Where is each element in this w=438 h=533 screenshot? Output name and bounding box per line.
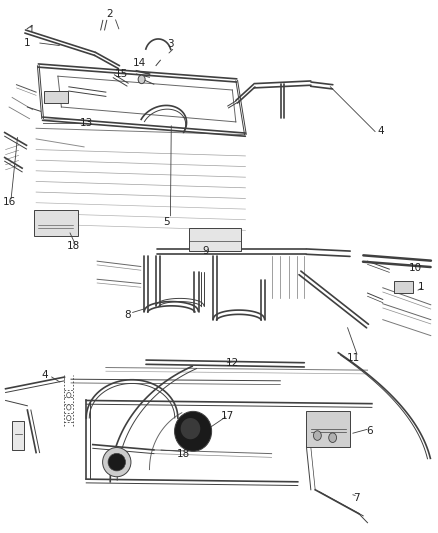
Ellipse shape bbox=[108, 454, 126, 471]
Text: 18: 18 bbox=[177, 449, 190, 458]
Text: 7: 7 bbox=[353, 492, 360, 503]
Text: 1: 1 bbox=[24, 38, 31, 47]
Text: 8: 8 bbox=[124, 310, 131, 320]
Circle shape bbox=[138, 75, 145, 84]
Text: 9: 9 bbox=[202, 246, 208, 255]
Text: 12: 12 bbox=[226, 358, 239, 368]
Ellipse shape bbox=[175, 411, 212, 451]
Bar bbox=[1, 1, 307, 256]
Text: 10: 10 bbox=[409, 263, 422, 272]
Bar bbox=[12, 421, 25, 450]
Text: 16: 16 bbox=[3, 197, 16, 207]
Text: 4: 4 bbox=[42, 370, 48, 381]
Bar bbox=[307, 411, 350, 447]
Text: 4: 4 bbox=[377, 126, 384, 136]
Circle shape bbox=[67, 405, 71, 410]
Text: 15: 15 bbox=[114, 69, 128, 79]
Ellipse shape bbox=[180, 418, 200, 439]
Ellipse shape bbox=[102, 448, 131, 477]
Circle shape bbox=[67, 415, 71, 421]
Bar bbox=[44, 91, 68, 103]
Bar bbox=[1, 370, 437, 530]
Bar bbox=[189, 228, 241, 251]
Circle shape bbox=[328, 433, 336, 442]
Text: 3: 3 bbox=[167, 39, 174, 49]
Bar bbox=[97, 248, 437, 373]
Text: 5: 5 bbox=[164, 217, 170, 227]
Bar bbox=[34, 210, 78, 236]
Text: 18: 18 bbox=[67, 241, 80, 251]
Text: 11: 11 bbox=[347, 353, 360, 363]
Text: 17: 17 bbox=[220, 411, 234, 422]
Bar bbox=[394, 281, 413, 293]
Text: 2: 2 bbox=[106, 9, 113, 19]
Text: 1: 1 bbox=[417, 282, 424, 292]
Text: 14: 14 bbox=[133, 59, 147, 68]
Circle shape bbox=[314, 431, 321, 440]
Text: 13: 13 bbox=[80, 118, 93, 128]
Text: 6: 6 bbox=[367, 426, 373, 437]
Circle shape bbox=[67, 392, 71, 398]
